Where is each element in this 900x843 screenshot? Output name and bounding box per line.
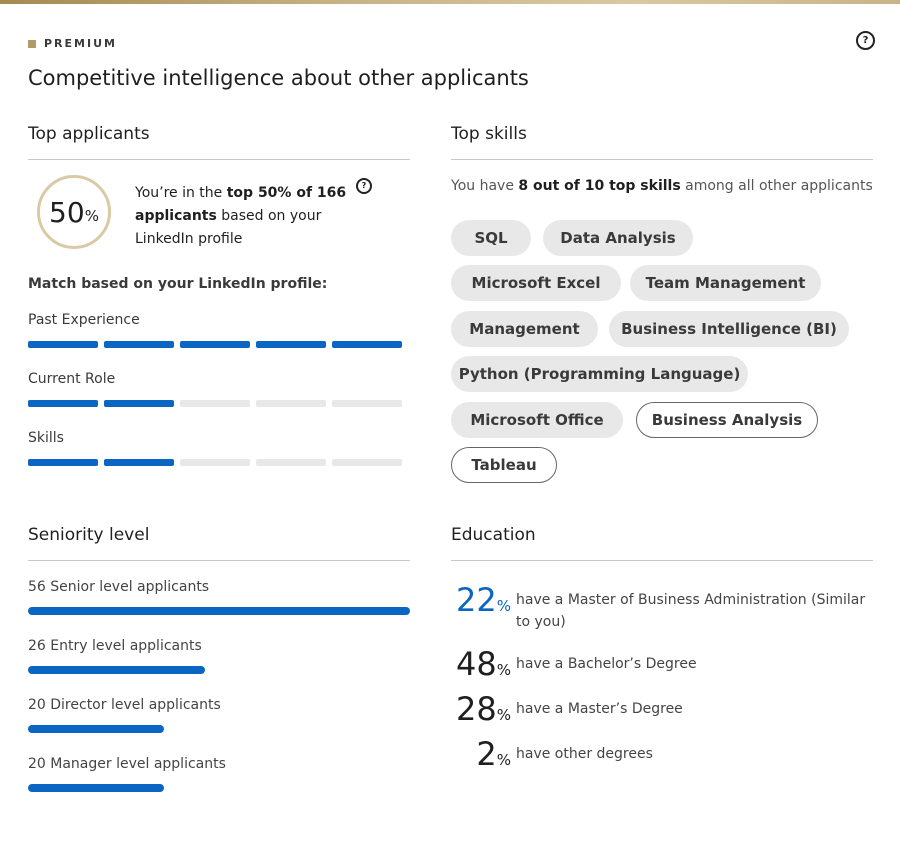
skill-pill[interactable]: Microsoft Office (451, 402, 623, 438)
seniority-title: Seniority level (28, 525, 150, 545)
education-row: 28% have a Master’s Degree (451, 692, 876, 726)
match-segment-empty (180, 400, 250, 407)
match-segment-empty (256, 400, 326, 407)
education-percent-value: 48 (456, 645, 497, 683)
skills-summary-bold: 8 out of 10 top skills (518, 178, 681, 194)
skill-pill[interactable]: Business Analysis (636, 402, 818, 438)
skill-pill[interactable]: Python (Programming Language) (451, 356, 748, 392)
match-meter (28, 400, 402, 407)
match-segment-empty (180, 459, 250, 466)
seniority-bar (28, 666, 205, 674)
skill-pill[interactable]: Microsoft Excel (451, 265, 621, 301)
page-title: Competitive intelligence about other app… (28, 66, 529, 90)
match-segment-empty (332, 400, 402, 407)
rank-description: You’re in the top 50% of 166 applicants … (135, 182, 360, 251)
seniority-bar (28, 607, 410, 615)
seniority-label: 56 Senior level applicants (28, 579, 210, 595)
skills-summary-suffix: among all other applicants (685, 178, 873, 194)
skills-summary-prefix: You have (451, 178, 514, 194)
skill-pill[interactable]: Management (451, 311, 598, 347)
education-percent-symbol: % (496, 751, 511, 769)
percentile-number: 50 (49, 195, 85, 229)
education-percent: 28% (451, 692, 511, 726)
education-description: have a Master’s Degree (516, 701, 683, 717)
education-description: have other degrees (516, 746, 653, 762)
match-segment-filled (104, 400, 174, 407)
education-row: 22% have a Master of Business Administrat… (451, 583, 876, 633)
education-percent-value: 28 (456, 690, 497, 728)
education-percent-symbol: % (496, 706, 511, 724)
skill-pill[interactable]: Team Management (630, 265, 821, 301)
percentile-ring: 50% (37, 175, 111, 249)
premium-label: PREMIUM (44, 37, 117, 50)
education-percent: 2% (451, 737, 511, 771)
seniority-divider (28, 560, 410, 561)
match-metric-label: Skills (28, 430, 64, 446)
education-row: 2% have other degrees (451, 737, 876, 771)
education-description: have a Bachelor’s Degree (516, 656, 697, 672)
match-segment-empty (332, 459, 402, 466)
match-metric-label: Past Experience (28, 312, 140, 328)
education-description: have a Master of Business Administration… (516, 592, 866, 630)
rank-bold: top 50% of 166 applicants (135, 185, 347, 224)
match-segment-filled (28, 400, 98, 407)
skills-summary: You have 8 out of 10 top skills among al… (451, 178, 873, 194)
help-icon[interactable]: ? (856, 31, 875, 50)
education-percent-value: 22 (456, 581, 497, 619)
match-label: Match based on your LinkedIn profile: (28, 276, 328, 292)
rank-suffix: based on your LinkedIn profile (135, 208, 322, 247)
education-percent: 22% (451, 583, 511, 617)
skill-pill[interactable]: Data Analysis (543, 220, 693, 256)
percentile-symbol: % (84, 207, 99, 225)
match-segment-filled (332, 341, 402, 348)
education-divider (451, 560, 873, 561)
match-segment-filled (28, 341, 98, 348)
education-percent-symbol: % (496, 661, 511, 679)
match-segment-filled (180, 341, 250, 348)
education-row: 48% have a Bachelor’s Degree (451, 647, 876, 681)
skill-pill[interactable]: Tableau (451, 447, 557, 483)
seniority-label: 20 Manager level applicants (28, 756, 226, 772)
match-segment-filled (256, 341, 326, 348)
education-percent-symbol: % (496, 597, 511, 615)
education-percent-value: 2 (476, 735, 497, 773)
top-skills-divider (451, 159, 873, 160)
seniority-label: 26 Entry level applicants (28, 638, 202, 654)
rank-prefix: You’re in the (135, 185, 223, 201)
seniority-label: 20 Director level applicants (28, 697, 221, 713)
top-applicants-title: Top applicants (28, 124, 150, 144)
match-segment-filled (104, 459, 174, 466)
match-segment-filled (28, 459, 98, 466)
premium-badge: PREMIUM (28, 37, 117, 50)
skill-pill[interactable]: SQL (451, 220, 531, 256)
match-meter (28, 459, 402, 466)
education-percent: 48% (451, 647, 511, 681)
education-title: Education (451, 525, 536, 545)
seniority-bar (28, 725, 164, 733)
match-segment-empty (256, 459, 326, 466)
match-meter (28, 341, 402, 348)
match-segment-filled (104, 341, 174, 348)
top-applicants-divider (28, 159, 410, 160)
premium-square-icon (28, 39, 36, 48)
match-metric-label: Current Role (28, 371, 116, 387)
premium-top-bar (0, 0, 900, 4)
seniority-bar (28, 784, 164, 792)
top-skills-title: Top skills (451, 124, 527, 144)
skill-pill[interactable]: Business Intelligence (BI) (609, 311, 849, 347)
rank-help-icon[interactable]: ? (356, 178, 372, 194)
